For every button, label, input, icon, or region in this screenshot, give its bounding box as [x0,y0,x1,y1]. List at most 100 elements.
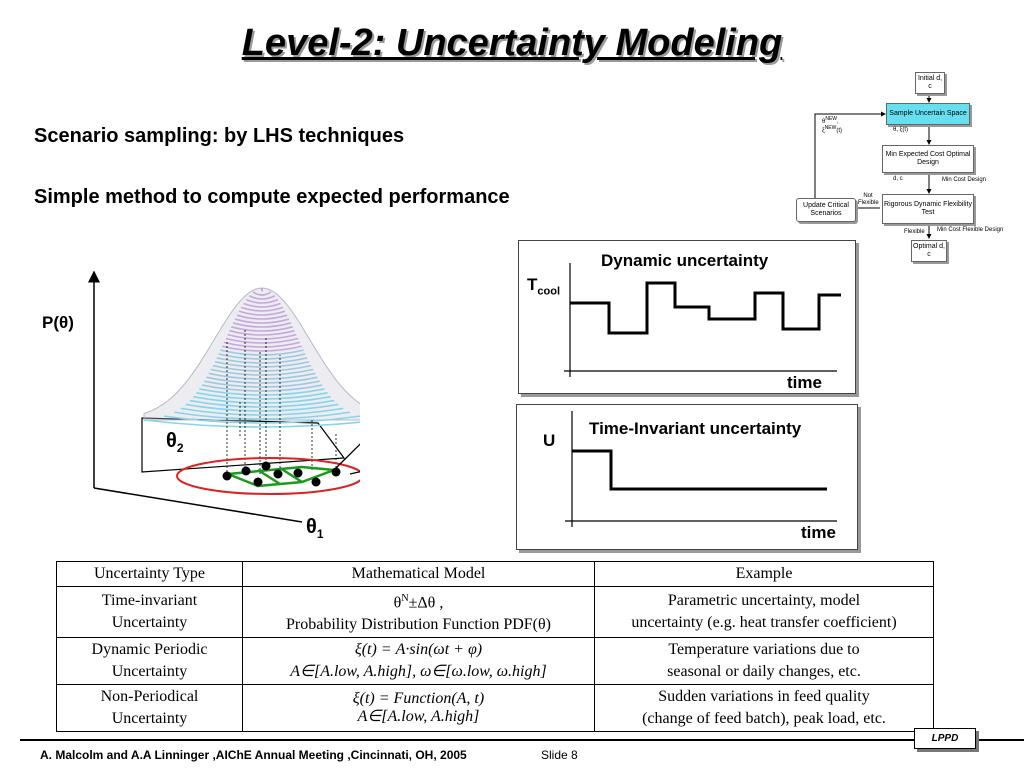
surface-contour [208,372,316,380]
surface-contours [143,287,360,428]
surface-contour [260,287,264,292]
surface-contour [238,310,286,316]
lhs-grid [227,465,335,488]
table-cell: ξ(t) = A·sin(ωt + φ) A∈[A.low, A.high], ω… [242,637,595,686]
surface-contour [225,337,299,344]
table-header: Example [594,561,934,587]
surface-contour [232,322,292,328]
theta2-label: θ2 [166,430,184,455]
flowchart-initial-label: Initial d, c [917,75,943,90]
flowchart-sample-box: Sample Uncertain Space [886,103,970,125]
sample-region-ellipse [176,457,360,495]
footer-rule [20,739,1024,741]
flowchart-min-cost-design: Min Cost Design [942,177,987,183]
lppd-logo: LPPD [914,728,976,749]
flowchart-min-expected-box: Min Expected Cost Optimal Design [882,145,974,173]
arrow-to-dynamic [335,443,360,469]
surface-contour [212,364,312,372]
tcool-label: Tcool [527,275,561,298]
surface-contour [245,298,279,304]
flowchart-rigorous-label: Rigorous Dynamic Flexibility Test [884,201,972,216]
slide-title: Level-2: Uncertainty Modeling [241,22,783,64]
slide-number: Slide 8 [541,748,578,762]
table-cell: Temperature variations due to seasonal or… [594,637,934,686]
flowchart-min-expected-label: Min Expected Cost Optimal Design [885,151,971,166]
surface-contour [223,341,301,348]
table-header: Uncertainty Type [56,561,243,587]
invariant-signal-plot [565,411,837,527]
table-header-row: Uncertainty Type Mathematical Model Exam… [56,561,934,587]
flowchart-dc-label: d, c [893,176,903,182]
time-invariant-panel: Time-Invariant uncertainty U time [516,404,858,550]
surface-contour [222,345,302,352]
flowchart-update-box: Update Critical Scenarios [796,198,856,222]
table-cell: Non-Periodical Uncertainty [56,684,243,733]
surface-contour [143,419,360,428]
flowchart-not-flexible: Not Flexible [858,193,879,206]
surface-contour [234,318,290,324]
surface-contour [229,329,295,336]
flowchart-optimal-label: Optimal d, c [913,243,945,258]
flowchart-min-cost-flex: Min Cost Flexible Design [937,227,1004,233]
surface-contour [248,295,276,300]
surface-contour [193,395,331,404]
flowchart-optimal-box: Optimal d, c [911,240,947,262]
table-cell: Sudden variations in feed quality (change… [594,684,934,733]
flowchart-update-label: Update Critical Scenarios [803,202,849,217]
flowchart-rigorous-box: Rigorous Dynamic Flexibility Test [882,194,974,224]
dynamic-signal-plot [564,263,841,377]
surface-contour [220,349,304,356]
surface-contour [252,291,272,296]
table-header: Mathematical Model [242,561,595,587]
dynamic-time-label: time [787,373,822,392]
surface-contour [240,306,284,312]
theta1-axis [93,487,303,523]
dynamic-signal [570,281,841,335]
sample-points [222,461,341,487]
surface-contour [236,314,288,320]
surface-contour [189,399,335,408]
flowchart-xi-new: ξNEW(t) [822,125,843,134]
invariant-panel-title: Time-Invariant uncertainty [589,419,802,438]
footer-citation: A. Malcolm and A.A Linninger ,AIChE Annu… [40,748,467,762]
flowchart-flexible-label: Flexible [904,229,925,235]
table-row: Time-invariant Uncertainty θN±Δθ , Probabi… [56,585,934,639]
u-label: U [543,431,556,450]
bullet-expected-performance: Simple method to compute expected perfor… [34,186,510,208]
p-theta-label: P(θ) [42,313,74,332]
surface-contour [204,380,320,388]
flowchart-sample-label: Sample Uncertain Space [889,110,967,117]
surface-contour [196,392,328,400]
dynamic-panel-title: Dynamic uncertainty [601,251,769,270]
flowchart-theta-new: θNEW, [822,116,839,125]
table-row: Dynamic Periodic Uncertainty ξ(t) = A·sin… [56,637,934,686]
probability-surface-diagram [88,270,360,523]
surface-contour [163,415,360,424]
surface-contour [180,407,344,416]
surface-contour [231,326,293,332]
flowchart-theta-xi: θ, ξ(t) [893,127,909,133]
table-cell: Time-invariant Uncertainty [56,585,243,639]
invariant-signal [572,449,827,491]
surface-contour [216,357,308,364]
theta1-label: θ1 [306,516,324,541]
surface-contour [185,403,339,412]
flowchart-arrows [814,92,932,239]
bullet-scenario-sampling: Scenario sampling: by LHS techniques [34,125,405,147]
table-cell: Dynamic Periodic Uncertainty [56,637,243,686]
flowchart-initial-box: Initial d, c [915,72,945,94]
surface-contour [227,333,297,340]
surface-contour [214,360,310,368]
table-cell: Parametric uncertainty, model uncertainty… [594,585,934,639]
surface-contour [174,411,350,420]
table-row: Non-Periodical Uncertainty ξ(t) = Functio… [56,684,934,733]
invariant-time-label: time [801,523,836,542]
surface-contour [206,376,318,384]
surface-contour [201,384,323,392]
surface-contour [243,302,281,308]
uncertainty-table: Uncertainty Type Mathematical Model Exam… [56,561,934,733]
surface-contour [210,368,314,376]
surface-contour [199,388,325,396]
table-cell: θN±Δθ , Probability Distribution Function… [242,585,595,639]
table-cell: ξ(t) = Function(A, t) A∈[A.low, A.high] [242,684,595,733]
